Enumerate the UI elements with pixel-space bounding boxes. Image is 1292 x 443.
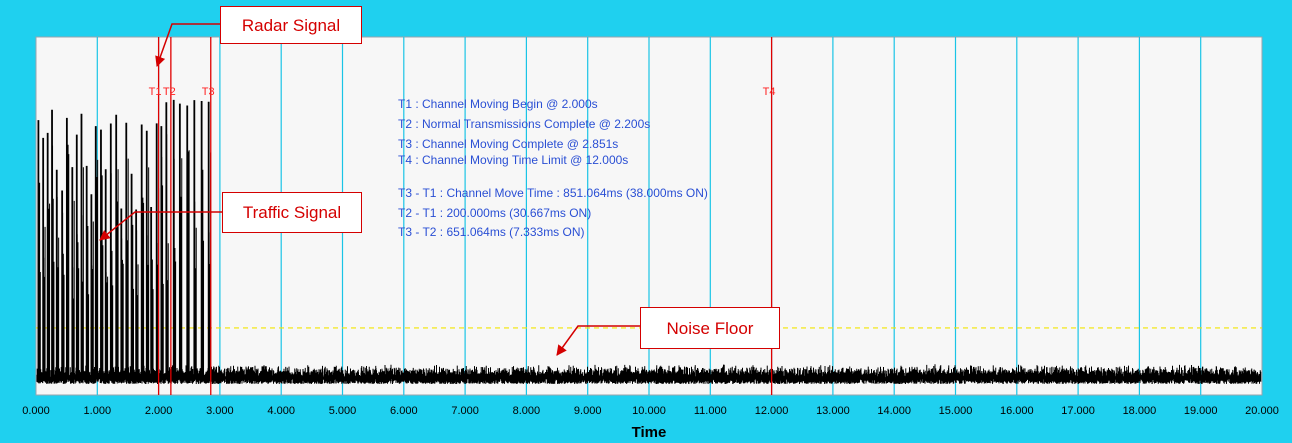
callout-leader-traffic — [99, 211, 222, 241]
callout-radar-signal: Radar Signal — [220, 6, 362, 44]
marker-label-t4: T4 — [763, 86, 776, 98]
callout-traffic-signal: Traffic Signal — [222, 192, 362, 233]
x-tick-label: 8.000 — [513, 405, 541, 417]
annotation-line: T1 : Channel Moving Begin @ 2.000s — [398, 97, 598, 111]
annotation-line: T2 - T1 : 200.000ms (30.667ms ON) — [398, 206, 591, 220]
marker-label-t1: T1 — [149, 86, 162, 98]
x-tick-label: 2.000 — [145, 405, 173, 417]
x-tick-label: 12.000 — [755, 405, 789, 417]
x-tick-label: 18.000 — [1123, 405, 1157, 417]
x-tick-label: 4.000 — [267, 405, 295, 417]
x-tick-label: 5.000 — [329, 405, 357, 417]
annotation-line: T2 : Normal Transmissions Complete @ 2.2… — [398, 117, 650, 131]
x-tick-label: 10.000 — [632, 405, 666, 417]
x-tick-label: 7.000 — [451, 405, 479, 417]
callout-leader-noise — [556, 325, 640, 356]
marker-label-t3: T3 — [202, 86, 215, 98]
x-tick-label: 19.000 — [1184, 405, 1218, 417]
x-tick-label: 6.000 — [390, 405, 418, 417]
x-tick-label: 15.000 — [939, 405, 973, 417]
x-tick-label: 16.000 — [1000, 405, 1034, 417]
x-tick-label: 9.000 — [574, 405, 602, 417]
x-tick-label: 17.000 — [1061, 405, 1095, 417]
x-tick-label: 11.000 — [694, 405, 727, 417]
x-tick-label: 1.000 — [84, 405, 112, 417]
x-tick-label: 20.000 — [1245, 405, 1279, 417]
x-tick-label: 14.000 — [877, 405, 911, 417]
annotation-line: T4 : Channel Moving Time Limit @ 12.000s — [398, 153, 628, 167]
annotation-line: T3 - T1 : Channel Move Time : 851.064ms … — [398, 186, 708, 200]
annotation-line: T3 : Channel Moving Complete @ 2.851s — [398, 137, 618, 151]
x-tick-label: 0.000 — [22, 405, 50, 417]
x-tick-label: 13.000 — [816, 405, 850, 417]
callout-noise-floor: Noise Floor — [640, 307, 780, 349]
signal-trace — [36, 99, 1262, 384]
callout-leader-radar — [155, 23, 220, 67]
x-tick-label: 3.000 — [206, 405, 234, 417]
annotation-line: T3 - T2 : 651.064ms (7.333ms ON) — [398, 225, 585, 239]
marker-label-t2: T2 — [163, 86, 176, 98]
x-axis-label: Time — [632, 424, 667, 441]
